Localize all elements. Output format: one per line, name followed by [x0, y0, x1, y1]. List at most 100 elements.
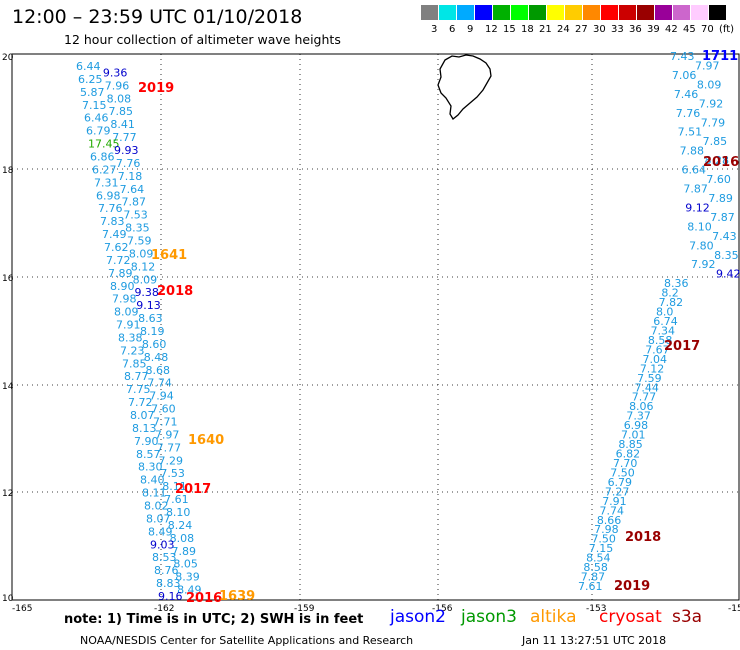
wave-height-value: 8.0: [656, 306, 674, 319]
wave-height-value: 8.53: [152, 551, 177, 564]
wave-height-value: 7.12: [640, 362, 665, 375]
wave-height-value: 8.76: [154, 564, 179, 577]
pass-label: 1711: [702, 49, 738, 64]
wave-height-value: 9.03: [150, 538, 175, 551]
wave-height-value: 8.30: [138, 461, 163, 474]
wave-height-value: 8.09: [114, 306, 139, 319]
wave-height-value: 7.06: [672, 69, 697, 82]
wave-height-value: 9.16: [158, 590, 183, 603]
wave-height-value: 6.25: [78, 73, 103, 86]
pass-label: 2016: [703, 155, 739, 170]
color-scale-label: 30: [593, 24, 606, 35]
credit-text: NOAA/NESDIS Center for Satellite Applica…: [80, 634, 414, 647]
wave-height-value: 8.90: [110, 280, 135, 293]
wave-height-value: 7.88: [680, 145, 705, 158]
color-scale-swatch: [421, 5, 438, 20]
wave-height-value: 8.24: [168, 519, 193, 532]
wave-height-value: 8.09: [133, 273, 158, 286]
pass-label: 2018: [157, 284, 193, 299]
axis-lat-label: 18: [2, 166, 14, 176]
color-scale-swatch: [691, 5, 708, 20]
axis-lon-label: -165: [12, 604, 32, 614]
pass-label: 2019: [614, 579, 650, 594]
color-scale-label: 39: [647, 24, 660, 35]
color-scale-label: 36: [629, 24, 642, 35]
wave-height-value: 8.06: [629, 400, 654, 413]
wave-height-value: 7.87: [683, 183, 708, 196]
wave-height-value: 8.77: [124, 370, 149, 383]
wave-height-value: 5.87: [80, 86, 105, 99]
wave-height-value: 7.91: [602, 495, 627, 508]
wave-height-value: 7.74: [600, 504, 625, 517]
wave-height-value: 7.04: [643, 353, 668, 366]
wave-height-value: 9.12: [685, 201, 710, 214]
wave-height-value: 8.05: [173, 558, 198, 571]
wave-height-value: 7.59: [127, 235, 151, 248]
wave-height-value: 7.64: [120, 183, 145, 196]
wave-height-value: 6.79: [608, 476, 633, 489]
wave-height-value: 9.42: [716, 268, 740, 281]
wave-height-value: 7.92: [691, 258, 716, 271]
wave-height-value: 8.13: [132, 422, 157, 435]
color-scale-swatch: [709, 5, 726, 20]
wave-height-value: 7.60: [706, 173, 731, 186]
color-scale-label: 3: [431, 24, 438, 35]
wave-height-value: 7.85: [703, 135, 728, 148]
wave-height-value: 8.66: [597, 514, 622, 527]
wave-height-value: 7.85: [108, 105, 133, 118]
wave-height-value: 8.28: [705, 154, 730, 167]
timestamp-text: Jan 11 13:27:51 UTC 2018: [522, 634, 667, 647]
color-scale-label: 9: [467, 24, 474, 35]
axis-lat-label: 12: [2, 489, 13, 499]
wave-height-value: 6.98: [96, 189, 121, 202]
wave-height-value: 8.08: [170, 532, 195, 545]
wave-height-value: 7.37: [626, 410, 651, 423]
wave-height-value: 8.12: [131, 260, 156, 273]
wave-height-value: 8.10: [687, 220, 712, 233]
page-title: 12:00 – 23:59 UTC 01/10/2018: [12, 6, 303, 28]
color-scale-swatch: [529, 5, 546, 20]
color-scale-label: 6: [449, 24, 456, 35]
color-scale-label: 15: [503, 24, 516, 35]
wave-height-value: 9.36: [103, 66, 128, 79]
color-scale-label: 18: [521, 24, 534, 35]
wave-height-value: 7.15: [589, 542, 614, 555]
legend-jason3: jason3: [461, 607, 517, 627]
wave-height-value: 6.74: [653, 315, 678, 328]
wave-height-value: 7.90: [134, 435, 159, 448]
wave-height-value: 8.38: [118, 331, 143, 344]
wave-height-value: 7.67: [645, 343, 670, 356]
color-scale-swatch: [637, 5, 654, 20]
wave-height-value: 7.23: [120, 344, 145, 357]
axis-lon-label: -159: [294, 604, 315, 614]
wave-height-value: 7.43: [712, 230, 737, 243]
wave-height-value: 7.77: [632, 391, 657, 404]
wave-height-value: 7.44: [634, 381, 659, 394]
wave-height-value: 8.02: [144, 500, 169, 513]
wave-height-value: 7.72: [128, 396, 153, 409]
wave-height-value: 7.96: [105, 79, 130, 92]
legend-altika: altika: [530, 607, 577, 627]
wave-height-value: 6.46: [84, 112, 109, 125]
wave-height-value: 7.97: [695, 59, 720, 72]
wave-height-value: 8.07: [130, 409, 155, 422]
wave-height-value: 7.89: [108, 267, 133, 280]
wave-height-value: 7.50: [591, 533, 616, 546]
wave-height-value: 7.87: [581, 571, 606, 584]
color-scale-label: 42: [665, 24, 678, 35]
wave-height-value: 8.63: [138, 312, 163, 325]
axis-lon-label: -162: [154, 604, 174, 614]
wave-height-value: 8.68: [146, 364, 171, 377]
color-scale-swatch: [457, 5, 474, 20]
wave-height-value: 8.36: [664, 277, 689, 290]
pass-label: 1639: [219, 589, 255, 604]
wave-height-value: 7.79: [701, 116, 726, 129]
color-scale-bar: 3 6 9 12 15 18 21 24 27 30 33 36 39 42 45 70 (ft): [421, 5, 734, 35]
wave-height-value: 7.75: [126, 383, 151, 396]
color-scale-swatch: [475, 5, 492, 20]
color-scale-swatch: [547, 5, 564, 20]
axis-lat-label: 16: [2, 274, 14, 284]
wave-height-value: 17.45: [88, 138, 120, 151]
